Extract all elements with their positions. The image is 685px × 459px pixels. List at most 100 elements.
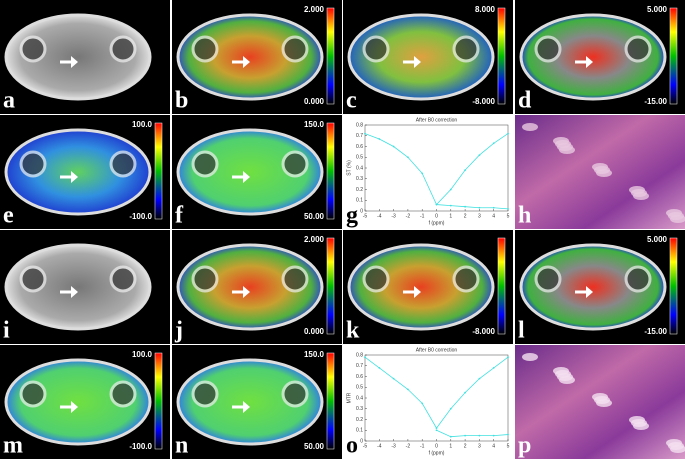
panel: 150.0 50.00 n <box>172 345 342 459</box>
colorbar-max-label: 150.0 <box>304 120 325 129</box>
hip <box>534 35 562 63</box>
y-tick-label: 0.4 <box>356 165 363 171</box>
curve <box>436 429 509 438</box>
x-tick-label: -4 <box>377 213 382 219</box>
hip <box>109 150 137 178</box>
panel-letter: f <box>175 203 184 229</box>
y-axis-label: ST (%) <box>346 160 352 176</box>
plot-title: After B0 correction <box>416 117 458 123</box>
x-tick-label: 1 <box>449 443 452 449</box>
colorbar-min-label: -8.000 <box>472 97 495 106</box>
arrow-head <box>71 401 78 413</box>
panel: After B0 correction f (ppm) MTR 0 0.1 0.2 0.3 0… <box>343 345 513 459</box>
x-axis-label: f (ppm) <box>429 450 445 456</box>
panel-letter: g <box>346 203 358 229</box>
colorbar <box>154 352 163 450</box>
colorbar <box>326 122 335 220</box>
x-tick-label: -4 <box>377 443 382 449</box>
x-tick-label: 2 <box>464 213 467 219</box>
y-tick-label: 0.3 <box>356 176 363 182</box>
body-contour <box>4 128 152 216</box>
x-tick-label: -3 <box>391 443 396 449</box>
panel-letter: b <box>175 88 188 114</box>
colorbar-min-label: 0.000 <box>304 97 325 106</box>
body-contour <box>4 13 152 101</box>
point <box>464 434 466 437</box>
colorbar-min-label: -100.0 <box>129 442 152 451</box>
point <box>449 435 452 438</box>
gland <box>629 186 645 194</box>
point <box>507 132 509 135</box>
point <box>449 407 452 410</box>
panel-letter: l <box>518 318 525 344</box>
point <box>435 203 438 206</box>
y-tick-label: 0.8 <box>356 122 363 128</box>
body-contour <box>176 13 324 101</box>
panel: 5.000 -15.00 d <box>515 0 685 114</box>
y-tick-label: 0.6 <box>356 374 363 380</box>
panel-letter: h <box>518 203 531 229</box>
panel-letter: c <box>346 88 357 114</box>
plot-background <box>343 115 513 229</box>
point <box>435 427 438 429</box>
arrow-head <box>71 286 78 298</box>
hip <box>624 35 652 63</box>
y-tick-label: 0.1 <box>356 198 363 204</box>
hip <box>281 265 309 293</box>
panel: i <box>0 230 170 344</box>
point <box>421 402 424 405</box>
panel-letter: p <box>518 433 531 459</box>
y-tick-label: 0.5 <box>356 155 363 161</box>
x-tick-label: 0 <box>435 443 438 449</box>
arrow-head <box>243 401 250 413</box>
x-tick-label: 5 <box>507 443 510 449</box>
body-contour <box>519 13 667 101</box>
point <box>478 377 481 380</box>
hip <box>109 380 137 408</box>
hip <box>191 265 219 293</box>
point <box>464 205 466 208</box>
hip <box>624 265 652 293</box>
arrow-head <box>414 56 421 68</box>
panel: p <box>515 345 685 459</box>
hip <box>191 150 219 178</box>
panel: 100.0 -100.0 e <box>0 115 170 229</box>
y-tick-label: 0.4 <box>356 395 363 401</box>
y-tick-label: 0.2 <box>356 187 363 193</box>
point <box>478 206 481 209</box>
point <box>435 429 438 432</box>
colorbar-max-label: 5.000 <box>647 5 668 14</box>
point <box>364 132 366 135</box>
point <box>478 434 481 437</box>
hip <box>362 35 390 63</box>
x-tick-label: -3 <box>391 213 396 219</box>
body-contour <box>176 243 324 331</box>
colorbar <box>326 237 335 335</box>
gland <box>666 209 682 217</box>
body-contour <box>4 358 152 446</box>
arrow-head <box>414 286 421 298</box>
point <box>392 377 395 380</box>
colorbar-max-label: 2.000 <box>304 235 325 244</box>
hip <box>109 265 137 293</box>
colorbar <box>669 7 678 105</box>
arrow-head <box>243 286 250 298</box>
point <box>392 145 395 148</box>
colorbar <box>154 122 163 220</box>
colorbar-min-label: 0.000 <box>304 327 325 336</box>
hip <box>362 265 390 293</box>
point <box>378 367 381 369</box>
y-tick-label: 0.5 <box>356 385 363 391</box>
point <box>492 206 495 209</box>
panel: 5.000 -15.00 l <box>515 230 685 344</box>
gland <box>553 367 569 375</box>
plot-background <box>343 345 513 459</box>
panel-letter: i <box>3 318 10 344</box>
colorbar-max-label: 150.0 <box>304 350 325 359</box>
panel-letter: j <box>174 318 183 344</box>
hip <box>452 265 480 293</box>
hip <box>281 150 309 178</box>
x-tick-label: 1 <box>449 213 452 219</box>
x-tick-label: 0 <box>435 213 438 219</box>
